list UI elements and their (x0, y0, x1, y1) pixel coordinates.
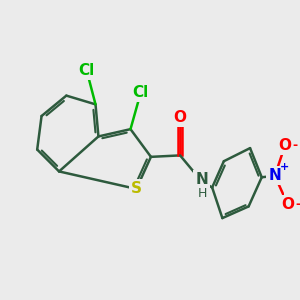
Text: N: N (268, 168, 281, 183)
Text: +: + (279, 162, 289, 172)
Text: O: O (281, 197, 295, 212)
Text: -: - (292, 139, 298, 152)
Text: O: O (279, 138, 292, 153)
Text: O: O (174, 110, 187, 125)
Text: H: H (197, 187, 207, 200)
Text: N: N (196, 172, 208, 187)
Text: -: - (296, 199, 300, 212)
Text: S: S (131, 182, 142, 196)
Text: Cl: Cl (79, 63, 95, 78)
Text: Cl: Cl (133, 85, 149, 100)
